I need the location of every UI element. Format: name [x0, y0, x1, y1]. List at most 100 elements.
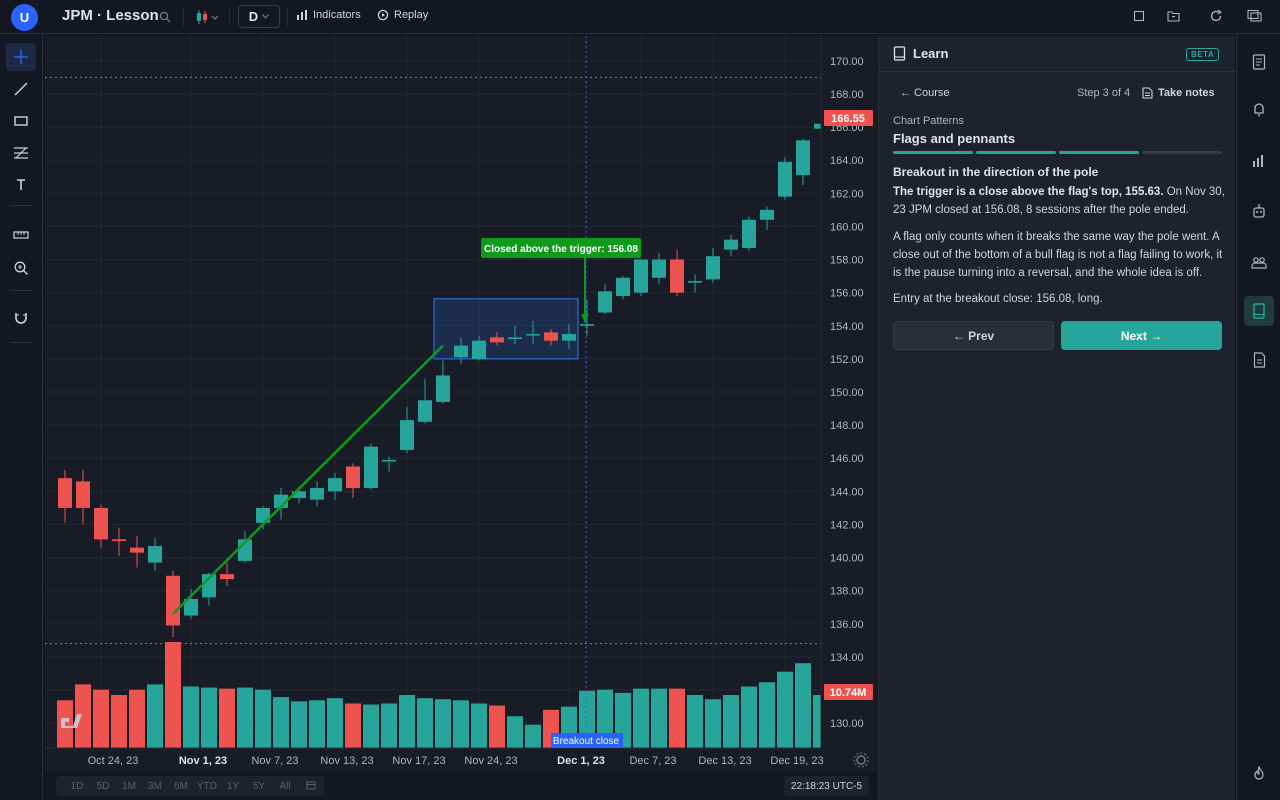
range-button-1y[interactable]: 1Y [226, 780, 240, 792]
price-tick-label: 160.00 [830, 221, 864, 233]
crosshair-tool[interactable] [6, 43, 36, 71]
measure-tool[interactable] [6, 221, 36, 249]
candle-body [544, 332, 558, 341]
price-tick-label: 156.00 [830, 288, 864, 300]
volume-bar [255, 689, 271, 748]
price-tick-label: 142.00 [830, 519, 864, 531]
volume-bar [705, 699, 721, 748]
time-tick-label: Dec 13, 23 [698, 755, 751, 767]
candle-body [112, 539, 126, 542]
refresh-icon[interactable] [1209, 9, 1223, 28]
divider [229, 8, 230, 26]
hotlist-button[interactable] [1244, 758, 1274, 788]
take-notes-button[interactable]: Take notes [1142, 87, 1215, 99]
step-indicator: Step 3 of 4 [1077, 87, 1131, 99]
volume-bar [453, 700, 469, 748]
candle-body [778, 161, 792, 197]
callout-box [481, 238, 641, 258]
candle-body [760, 209, 774, 220]
robot-button[interactable] [1244, 196, 1274, 226]
volume-bar [435, 699, 451, 748]
screenshot-icon[interactable] [1247, 9, 1262, 27]
candle-body [346, 466, 360, 489]
progress-segment-done [893, 151, 973, 154]
next-button[interactable]: Next → [1061, 321, 1222, 350]
paragraph-trigger-rest: On Nov 30, 23 JPM closed at 156.08, 8 se… [893, 186, 1225, 216]
price-chart[interactable]: Closed above the trigger: 156.08 170.00 16… [45, 36, 877, 772]
candle-body [508, 337, 522, 340]
prev-button[interactable]: ← Prev [893, 321, 1054, 350]
learn-title: Learn [913, 46, 949, 61]
calendar-icon[interactable] [298, 780, 324, 793]
price-tick-label: 148.00 [830, 420, 864, 432]
rectangle-icon [14, 116, 28, 126]
indicators-button[interactable]: Indicators [296, 9, 361, 21]
volume-bar [525, 724, 541, 748]
document-icon [1253, 352, 1265, 368]
time-tick-label: Nov 1, 23 [179, 755, 227, 767]
search-icon[interactable] [159, 10, 171, 28]
settings-gear-icon[interactable] [856, 755, 866, 765]
beta-badge: BETA [1186, 48, 1220, 61]
range-button-ytd[interactable]: YTD [197, 780, 217, 792]
candle-body [256, 507, 270, 523]
breakout-close-label: Breakout close [553, 736, 620, 747]
fib-tool[interactable] [6, 139, 36, 167]
price-tick-label: 164.00 [830, 155, 864, 167]
text-icon [17, 179, 25, 190]
learn-button[interactable] [1244, 296, 1274, 326]
candle-body [652, 259, 666, 278]
candle-body [400, 420, 414, 450]
back-to-course-link[interactable]: ← Course [900, 87, 950, 99]
text-tool[interactable] [6, 171, 36, 199]
user-avatar[interactable]: U [11, 4, 38, 31]
zoom-in-icon [14, 261, 28, 275]
rectangle-tool[interactable] [6, 107, 36, 135]
notes-button[interactable] [1244, 345, 1274, 375]
alerts-button[interactable] [1244, 95, 1274, 125]
magnet-tool[interactable] [6, 303, 36, 331]
zoom-tool[interactable] [6, 254, 36, 282]
watchlist-button[interactable] [1244, 47, 1274, 77]
range-button-5y[interactable]: 5Y [252, 780, 266, 792]
flag-pole-line[interactable] [172, 344, 444, 615]
chart-pane[interactable]: Closed above the trigger: 156.08 170.00 16… [45, 36, 877, 772]
range-button-all[interactable]: All [279, 780, 291, 792]
price-tick-label: 146.00 [830, 453, 864, 465]
crosshair-icon [14, 50, 28, 64]
progress-segment-done [1059, 151, 1139, 154]
range-button-6m[interactable]: 6M [174, 780, 188, 792]
book-icon [893, 46, 906, 66]
last-price-tag [824, 109, 873, 126]
price-tick-label: 168.00 [830, 89, 864, 101]
robot-icon [1253, 204, 1265, 218]
candle-body [706, 256, 720, 280]
range-button-1m[interactable]: 1M [122, 780, 136, 792]
clock[interactable]: 22:18:23 UTC-5 [784, 776, 869, 796]
price-tick-label: 136.00 [830, 619, 864, 631]
volume-bar [219, 688, 235, 748]
range-button-1d[interactable]: 1D [70, 780, 84, 792]
data-window-button[interactable] [1244, 146, 1274, 176]
volume-bar [471, 703, 487, 748]
community-button[interactable] [1244, 248, 1274, 278]
price-axis[interactable] [821, 36, 877, 772]
volume-bar [399, 695, 415, 748]
trend-line-tool[interactable] [6, 75, 36, 103]
candle-body [436, 375, 450, 402]
timeframe-select[interactable]: D [238, 5, 280, 28]
range-button-3m[interactable]: 3M [148, 780, 162, 792]
candle-body [688, 281, 702, 283]
replay-button[interactable]: Replay [377, 9, 428, 21]
candle-type-icon[interactable] [196, 9, 222, 30]
time-axis[interactable] [45, 748, 821, 772]
layout-icon[interactable] [1133, 9, 1145, 27]
folder-icon[interactable] [1167, 9, 1180, 27]
candle-body [94, 507, 108, 540]
symbol-title[interactable]: JPM · Lesson [62, 7, 159, 24]
range-button-5d[interactable]: 5D [96, 780, 110, 792]
chart-footer: 1D 5D 1M 3M 6M YTD 1Y 5Y All 22:18:23 UTC-5 [45, 772, 877, 800]
volume-bar [291, 701, 307, 748]
candle-body [292, 491, 306, 498]
volume-bar [363, 704, 379, 748]
